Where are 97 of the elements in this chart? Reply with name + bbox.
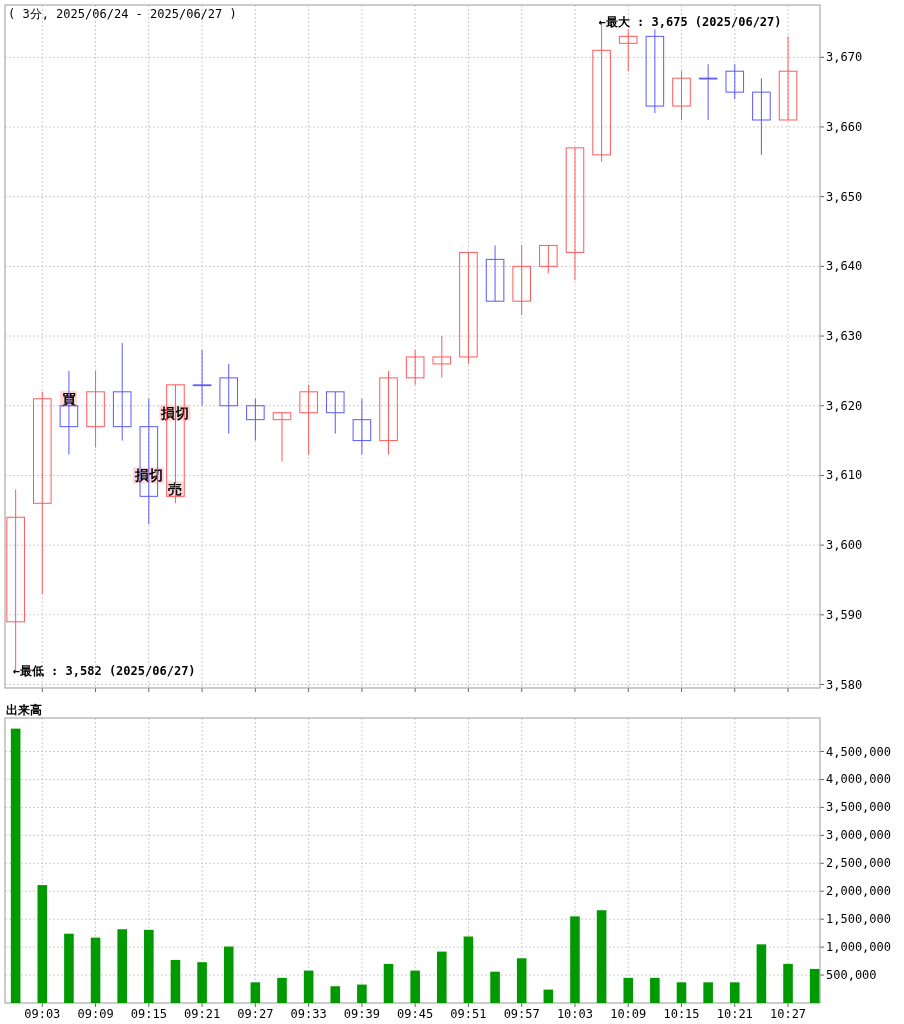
candlestick (618, 28, 638, 72)
bar (543, 989, 554, 1003)
x-tick-label: 10:27 (769, 1007, 807, 1021)
x-tick-label: 09:15 (130, 1007, 167, 1021)
candlestick (352, 398, 372, 456)
candlestick (219, 363, 239, 435)
x-tick-label: 10:21 (716, 1007, 753, 1021)
candlestick (325, 391, 345, 435)
bar (90, 937, 101, 1003)
candlestick (512, 244, 531, 316)
bar (303, 970, 314, 1003)
candlestick (299, 384, 318, 456)
y-tick-label: 4,500,000 (826, 744, 892, 759)
candlestick (752, 77, 771, 156)
bar (410, 970, 420, 1003)
bar (357, 984, 367, 1003)
chart-title: ( 3分, 2025/06/24 - 2025/06/27 ) (8, 7, 237, 21)
annotation: ←最大 : 3,675 (2025/06/27) (598, 15, 782, 30)
candlestick (565, 147, 585, 281)
y-tick-label: 1,000,000 (826, 940, 892, 955)
annotation: 売 (168, 481, 183, 498)
bar (809, 968, 820, 1003)
candlestick (459, 251, 478, 365)
y-axis-title: 出来高 (6, 703, 42, 717)
y-tick-label: 3,580 (826, 677, 863, 692)
y-tick-label: 2,500,000 (826, 856, 892, 871)
y-tick-label: 3,630 (826, 329, 863, 344)
candlestick (432, 335, 452, 379)
bar (676, 982, 687, 1003)
bar (144, 929, 154, 1003)
bar (490, 971, 500, 1003)
candlestick (272, 412, 292, 462)
candlestick (778, 35, 798, 121)
bar (650, 977, 660, 1003)
x-tick-label: 10:09 (610, 1007, 647, 1021)
bar (64, 933, 74, 1003)
bar (623, 977, 634, 1003)
candlestick (725, 63, 745, 100)
candlestick (672, 70, 691, 121)
y-tick-label: 3,500,000 (826, 800, 892, 815)
candlestick (112, 342, 132, 442)
bar (596, 910, 607, 1003)
bar (383, 963, 394, 1003)
x-tick-label: 09:39 (343, 1007, 380, 1021)
x-tick-label: 09:45 (397, 1007, 434, 1021)
x-tick-label: 10:03 (556, 1007, 594, 1021)
x-tick-label: 09:33 (290, 1007, 327, 1021)
x-tick-label: 09:21 (184, 1007, 221, 1021)
candlestick (645, 28, 665, 114)
bar (516, 958, 527, 1003)
bar (570, 916, 580, 1003)
y-tick-label: 3,660 (826, 119, 863, 134)
annotation: ←最低 : 3,582 (2025/06/27) (12, 663, 196, 678)
bar (250, 982, 261, 1003)
x-tick-label: 09:57 (503, 1007, 540, 1021)
bar (117, 929, 127, 1003)
candlestick (86, 370, 105, 449)
y-tick-label: 4,000,000 (826, 772, 892, 787)
x-tick-label: 09:09 (77, 1007, 114, 1021)
bar (277, 977, 287, 1003)
bar (197, 962, 207, 1003)
annotation: 損切 (160, 404, 190, 421)
y-tick-label: 3,640 (826, 259, 863, 274)
y-tick-label: 3,650 (826, 189, 863, 204)
bar (729, 982, 740, 1003)
y-tick-label: 1,500,000 (826, 912, 892, 927)
candlestick (485, 244, 505, 302)
y-tick-label: 500,000 (826, 968, 877, 983)
bar (463, 936, 474, 1003)
candlestick (405, 349, 425, 386)
y-tick-label: 3,600 (826, 538, 863, 553)
x-tick-label: 09:27 (237, 1007, 274, 1021)
candlestick (698, 63, 718, 121)
bar (756, 944, 767, 1003)
bar (223, 946, 234, 1003)
bar (37, 885, 48, 1003)
candlestick (33, 391, 52, 595)
y-tick-label: 3,000,000 (826, 828, 892, 843)
y-tick-label: 3,610 (826, 468, 863, 483)
candlestick (539, 244, 558, 274)
candlestick (246, 398, 265, 442)
bar (783, 963, 793, 1003)
y-tick-label: 3,590 (826, 607, 863, 622)
annotation: 買 (60, 390, 76, 407)
x-tick-label: 09:51 (450, 1007, 487, 1021)
candlestick (192, 349, 212, 407)
x-tick-label: 10:15 (663, 1007, 700, 1021)
candlestick (379, 370, 398, 456)
x-tick-label: 09:03 (24, 1007, 61, 1021)
y-tick-label: 2,000,000 (826, 884, 892, 899)
y-tick-label: 3,620 (826, 398, 863, 413)
bar (10, 728, 21, 1003)
bar (437, 951, 447, 1003)
y-tick-label: 3,670 (826, 50, 863, 65)
bar (330, 986, 341, 1003)
bar (703, 982, 713, 1003)
bar (170, 959, 181, 1003)
